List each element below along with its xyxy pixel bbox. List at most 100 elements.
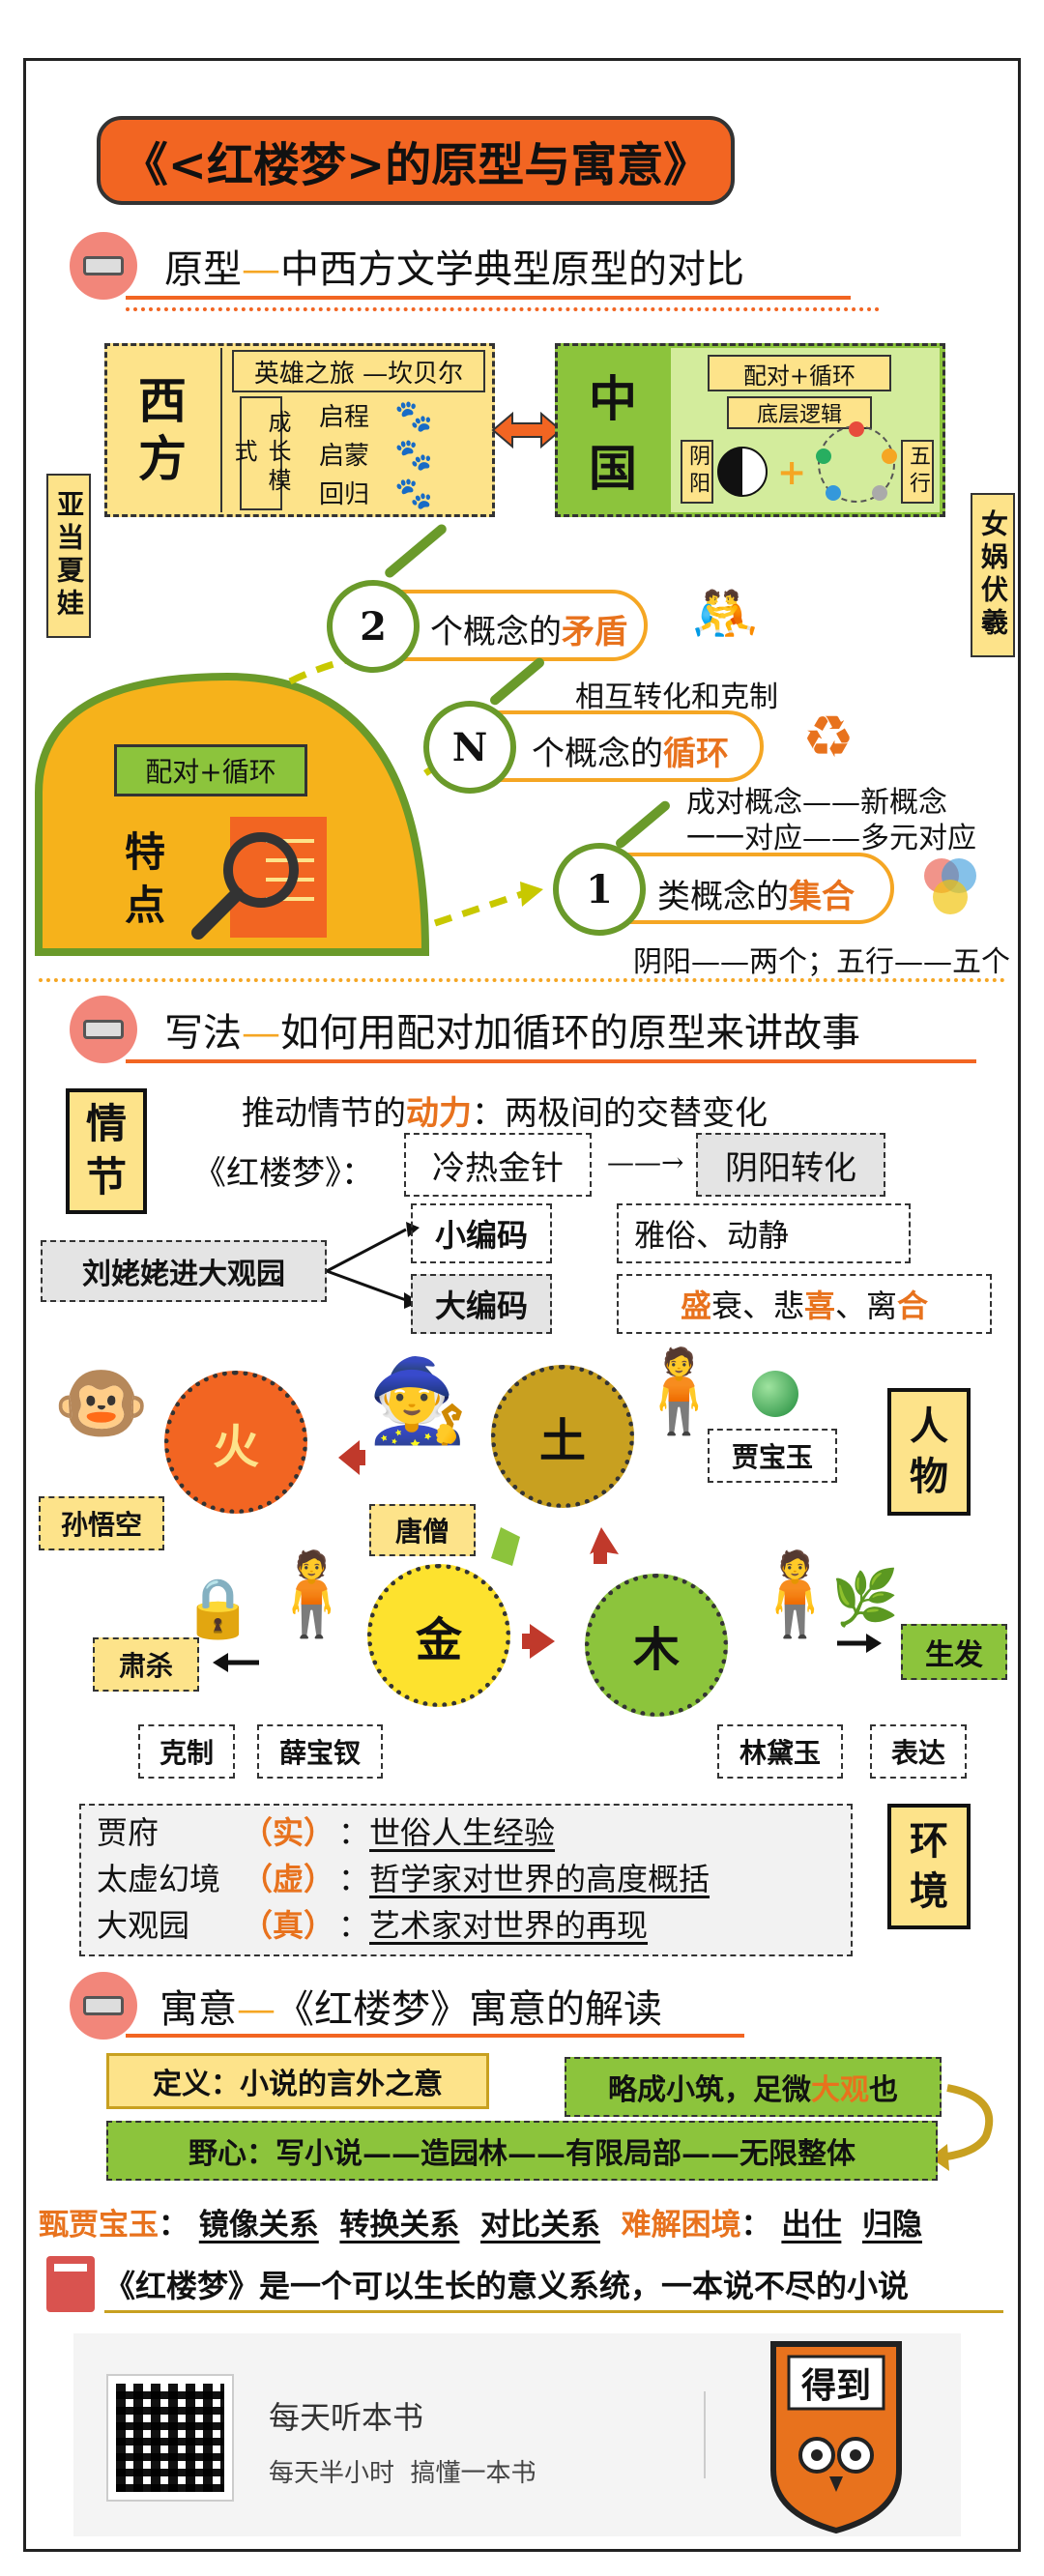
drive-text: 推动情节的动力：两极间的交替变化 bbox=[242, 1094, 768, 1133]
concept1-note2: 一一对应——多元对应 bbox=[686, 822, 976, 855]
jia-label: 贾宝玉 bbox=[708, 1429, 837, 1483]
env-row: 太虚幻境 （虚） ：哲学家对世界的高度概括 bbox=[97, 1861, 710, 1897]
paw-icon: 🐾 bbox=[394, 436, 433, 473]
env-box bbox=[79, 1804, 853, 1956]
summary-text: 《红楼梦》是一个可以生长的意义系统，一本说不尽的小说 bbox=[104, 2268, 910, 2304]
arrow-metal-to-wood bbox=[522, 1624, 555, 1659]
concept2-text: 个概念的矛盾 bbox=[430, 613, 627, 651]
yinyang-box: 阴阳转化 bbox=[696, 1133, 885, 1197]
footer-slogan: 每天半小时 搞懂一本书 bbox=[269, 2459, 536, 2488]
arrow-text: ——→ bbox=[607, 1146, 684, 1178]
small-code-box: 小编码 bbox=[411, 1203, 552, 1263]
section2-title: 写法—如何用配对加循环的原型来讲故事 bbox=[164, 1011, 860, 1056]
west-step: 回归 bbox=[319, 480, 370, 509]
concept1-circle: 1 bbox=[553, 843, 646, 936]
dome-tag: 配对+循环 bbox=[114, 744, 307, 796]
nuwa-fuxi-label: 女娲伏羲 bbox=[971, 493, 1015, 657]
yinyang-label: 阴阳 bbox=[681, 440, 713, 504]
yasu-box: 雅俗、动静 bbox=[617, 1203, 911, 1263]
wuxing-icon bbox=[816, 421, 897, 503]
west-label: 西方 bbox=[138, 372, 187, 487]
logo-text: 得到 bbox=[800, 2365, 871, 2406]
wood-circle: 木 bbox=[585, 1574, 728, 1717]
concept2-circle: 2 bbox=[327, 580, 420, 673]
liu-box: 刘姥姥进大观园 bbox=[41, 1240, 327, 1302]
venn-icon bbox=[916, 858, 980, 922]
env-row: 贾府 （实） ：世俗人生经验 bbox=[97, 1814, 556, 1851]
magnifier-icon bbox=[223, 832, 299, 908]
yinyang-icon bbox=[717, 447, 768, 497]
fire-circle: 火 bbox=[164, 1371, 307, 1514]
concept1-text: 类概念的集合 bbox=[657, 878, 855, 916]
book-icon bbox=[70, 1972, 137, 2040]
west-steps: 启程 启蒙 回归 bbox=[319, 398, 369, 514]
west-step: 启蒙 bbox=[319, 442, 370, 471]
xue-label: 薛宝钗 bbox=[257, 1724, 383, 1779]
arrow-wood-to-earth bbox=[590, 1527, 619, 1564]
xue-figure-icon: 🧍 bbox=[261, 1547, 362, 1641]
ambition-box: 野心：写小说——造园林——有限局部——无限整体 bbox=[106, 2121, 938, 2181]
concept1-bottom: 阴阳——两个；五行——五个 bbox=[633, 945, 1010, 979]
book-label: 《红楼梦》： bbox=[193, 1154, 374, 1193]
red-book-icon bbox=[46, 2256, 95, 2312]
conceptN-text: 个概念的循环 bbox=[532, 735, 729, 773]
china-heading2: 底层逻辑 bbox=[727, 396, 872, 429]
sun-label: 孙悟空 bbox=[39, 1496, 164, 1550]
plot-label: 情节 bbox=[66, 1088, 147, 1214]
arrow-fire-to-metal bbox=[491, 1527, 520, 1566]
suxia-label: 肃杀 bbox=[93, 1637, 199, 1692]
west-step: 启程 bbox=[319, 403, 370, 432]
monk-icon: 🧙 bbox=[367, 1353, 469, 1448]
jia-figure-icon: 🧍 bbox=[628, 1344, 730, 1438]
conceptN-circle: N bbox=[423, 701, 516, 794]
page-frame bbox=[23, 58, 1021, 2552]
definition-box: 定义：小说的言外之意 bbox=[106, 2053, 489, 2109]
monkey-icon: 🐵 bbox=[53, 1358, 150, 1448]
zhen-line: 甄贾宝玉： 镜像关系 转换关系 对比关系 难解困境： 出仕 归隐 bbox=[39, 2208, 922, 2243]
conceptN-note: 相互转化和克制 bbox=[575, 680, 778, 714]
section3-title: 寓意—《红楼梦》寓意的解读 bbox=[160, 1987, 662, 2032]
concept1-note1: 成对概念——新概念 bbox=[686, 786, 947, 820]
west-box bbox=[104, 343, 495, 517]
lue-box: 略成小筑，足微 大观也 bbox=[565, 2057, 942, 2117]
china-heading1: 配对+循环 bbox=[708, 355, 891, 391]
gold-lock-icon: 🔒 bbox=[182, 1575, 254, 1642]
lengre-box: 冷热金针 bbox=[404, 1133, 592, 1197]
china-label: 中国 bbox=[589, 370, 637, 497]
grass-icon: 🌿 bbox=[831, 1567, 899, 1630]
recycle-icon: ♻ bbox=[802, 704, 855, 771]
conflict-icon: 🤼 bbox=[691, 583, 759, 646]
section1-dotline bbox=[126, 307, 880, 311]
page-title: 《<红楼梦>的原型与寓意》 bbox=[97, 116, 735, 205]
lin-figure-icon: 🧍 bbox=[744, 1547, 846, 1641]
jade-icon bbox=[752, 1371, 798, 1417]
env-list: 贾府 （实） ：世俗人生经验 太虚幻境 （虚） ：哲学家对世界的高度概括 大观园 （真）：… bbox=[97, 1809, 710, 1949]
arrow-earth-to-fire bbox=[338, 1440, 365, 1475]
tang-label: 唐僧 bbox=[369, 1504, 476, 1556]
section1-underline bbox=[126, 296, 851, 300]
wuxing-label: 五行 bbox=[901, 440, 934, 504]
book-icon bbox=[70, 996, 137, 1063]
env-label: 环境 bbox=[887, 1804, 971, 1929]
qr-code-icon[interactable] bbox=[106, 2374, 234, 2502]
paw-icons: 🐾 🐾 🐾 bbox=[394, 396, 433, 512]
section2-underline bbox=[126, 1059, 976, 1063]
lin-label: 林黛玉 bbox=[717, 1724, 843, 1779]
env-row: 大观园 （真） ：艺术家对世界的再现 bbox=[97, 1907, 649, 1944]
metal-circle: 金 bbox=[367, 1564, 510, 1707]
section1-title: 原型—中西方文学典型原型的对比 bbox=[164, 247, 744, 292]
big-code-box: 大编码 bbox=[411, 1274, 552, 1334]
kezhi-label: 克制 bbox=[138, 1724, 235, 1779]
adam-eve-label: 亚当夏娃 bbox=[46, 474, 91, 638]
dashed-arrow bbox=[433, 890, 524, 927]
plus-icon: + bbox=[777, 452, 807, 493]
paw-icon: 🐾 bbox=[394, 397, 433, 434]
west-heading: 英雄之旅 —坎贝尔 bbox=[232, 350, 485, 392]
sheng-box: 盛衰、悲喜、离合 bbox=[617, 1274, 992, 1334]
dome-label: 特点 bbox=[124, 828, 165, 929]
biaoda-label: 表达 bbox=[870, 1724, 967, 1779]
